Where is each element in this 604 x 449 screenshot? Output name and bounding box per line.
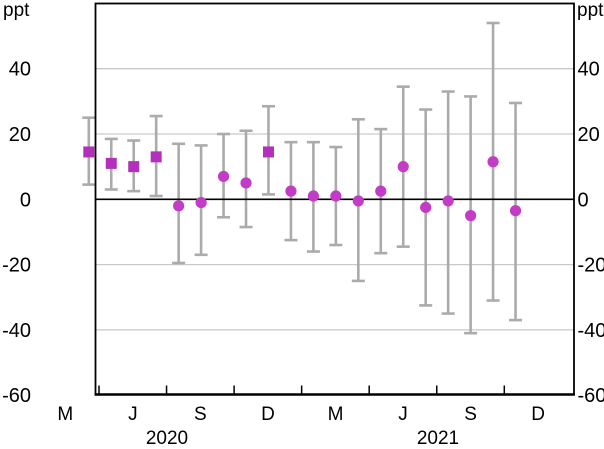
data-point-circle bbox=[240, 177, 252, 189]
data-point-square bbox=[128, 161, 140, 173]
data-point-square bbox=[150, 151, 162, 163]
data-point-square bbox=[262, 146, 274, 158]
data-point-square bbox=[105, 157, 117, 169]
x-month-label: D bbox=[261, 404, 275, 425]
data-point-circle bbox=[465, 210, 477, 222]
x-month-label: M bbox=[328, 404, 344, 425]
data-point-circle bbox=[420, 201, 432, 214]
x-year-label: 2021 bbox=[417, 428, 459, 449]
y-tick-label-right: 20 bbox=[578, 124, 600, 146]
data-point-circle bbox=[217, 170, 230, 183]
data-point-circle bbox=[352, 195, 364, 207]
x-month-label: J bbox=[128, 404, 138, 425]
y-tick-label-left: 20 bbox=[9, 124, 31, 146]
data-point-circle bbox=[442, 195, 454, 207]
axis-layer bbox=[94, 2, 575, 396]
y-tick-label-left: -40 bbox=[2, 320, 31, 342]
x-month-label: S bbox=[194, 404, 207, 425]
data-point-circle bbox=[487, 156, 499, 168]
unit-label-left: ppt bbox=[3, 0, 30, 21]
data-point-circle bbox=[330, 190, 342, 202]
data-point-circle bbox=[307, 190, 319, 202]
y-tick-label-right: 0 bbox=[578, 189, 589, 211]
y-tick-label-right: -60 bbox=[578, 385, 604, 407]
y-tick-label-left: -60 bbox=[2, 385, 31, 407]
error-bar-layer bbox=[82, 21, 523, 335]
x-year-label: 2020 bbox=[146, 428, 188, 449]
data-point-circle bbox=[195, 196, 207, 209]
y-tick-label-left: 0 bbox=[20, 189, 31, 211]
x-month-label: M bbox=[57, 404, 73, 425]
data-point-circle bbox=[509, 205, 522, 217]
y-tick-label-right: 40 bbox=[578, 59, 600, 81]
x-month-label: J bbox=[398, 404, 408, 425]
data-point-circle bbox=[173, 200, 185, 212]
y-tick-label-left: -20 bbox=[2, 255, 31, 277]
y-tick-label-right: -20 bbox=[578, 255, 604, 277]
y-tick-label-left: 40 bbox=[9, 59, 31, 81]
x-month-label: D bbox=[531, 404, 545, 425]
data-point-square bbox=[83, 146, 95, 158]
unit-label-right: ppt bbox=[577, 0, 604, 21]
marker-layer bbox=[83, 146, 522, 222]
data-point-circle bbox=[375, 185, 387, 197]
data-point-circle bbox=[285, 185, 297, 197]
data-point-circle bbox=[397, 161, 409, 173]
y-tick-label-right: -40 bbox=[578, 320, 604, 342]
x-month-label: S bbox=[464, 404, 477, 425]
